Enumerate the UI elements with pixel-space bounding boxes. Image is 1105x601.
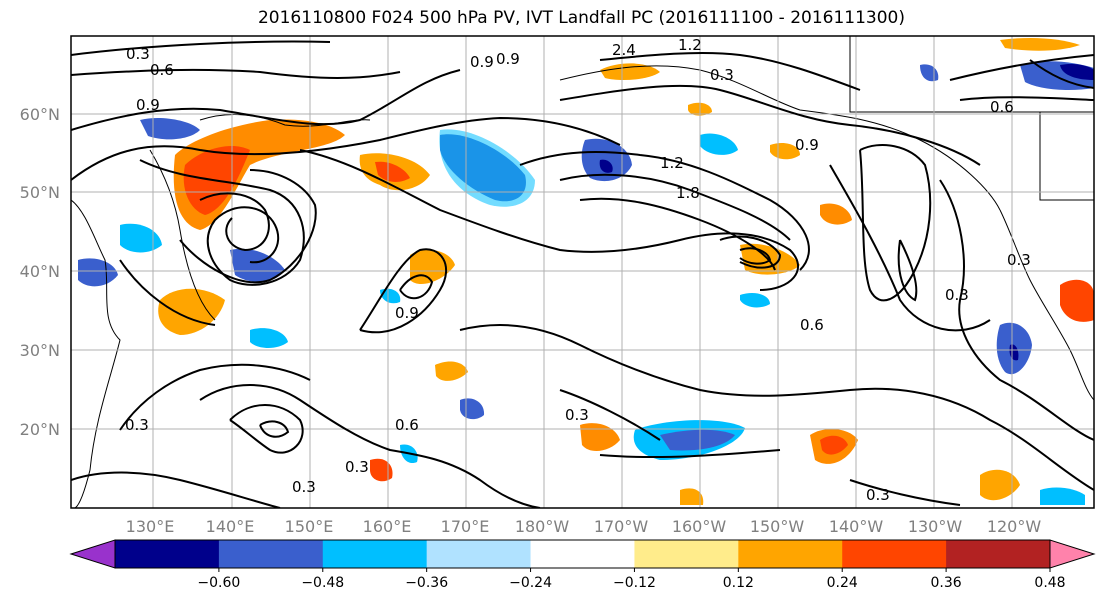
contour-label: 1.8: [676, 184, 700, 202]
colorbar-cell: [426, 540, 532, 568]
colorbar-tick-label: −0.48: [301, 575, 344, 591]
lon-label: 160°E: [363, 517, 412, 536]
contour-label: 0.9: [470, 53, 494, 71]
colorbar: −0.60 −0.48 −0.36 −0.24 −0.12 0.12 0.24 0.36 0.4…: [69, 539, 1096, 591]
colorbar-tick-label: 0.48: [1034, 575, 1065, 591]
colorbar-tick-label: 0.24: [827, 575, 858, 591]
lon-label: 150°W: [750, 517, 805, 536]
contour-label: 0.3: [292, 478, 316, 496]
lat-label: 40°N: [20, 262, 60, 281]
colorbar-cell: [322, 540, 428, 568]
coastlines: [71, 36, 1094, 508]
contour-label: 0.6: [395, 416, 419, 434]
lat-label: 30°N: [20, 341, 60, 360]
lon-label: 150°E: [285, 517, 334, 536]
colorbar-cell: [738, 540, 843, 568]
contour-label: 1.2: [660, 154, 684, 172]
contour-label: 0.6: [990, 98, 1014, 116]
contour-label: 0.3: [866, 486, 890, 504]
contour-label: 2.4: [612, 41, 636, 59]
lat-label: 20°N: [20, 420, 60, 439]
contour-label: 1.2: [678, 36, 702, 54]
map-border: [70, 35, 1095, 509]
contour-label: 0.3: [710, 66, 734, 84]
gridlines: [71, 36, 1094, 508]
latitude-labels: 60°N 50°N 40°N 30°N 20°N: [20, 105, 60, 439]
lat-label: 50°N: [20, 183, 60, 202]
lon-label: 130°E: [126, 517, 175, 536]
colorbar-tick-label: 0.36: [931, 575, 962, 591]
contour-label: 0.9: [136, 96, 160, 114]
colorbar-cell: [115, 540, 220, 568]
colorbar-cell: [842, 540, 947, 568]
contour-label: 0.3: [565, 406, 589, 424]
colorbar-cell: [530, 540, 635, 568]
contour-label: 0.6: [150, 61, 174, 79]
lon-label: 180°W: [515, 517, 570, 536]
contour-label: 0.9: [795, 136, 819, 154]
lon-label: 130°W: [908, 517, 963, 536]
contour-label: 0.3: [125, 416, 149, 434]
contour-label: 0.3: [345, 458, 369, 476]
lon-label: 120°W: [987, 517, 1042, 536]
lon-label: 170°E: [441, 517, 490, 536]
colorbar-tick-label: 0.12: [723, 575, 754, 591]
contour-label: 0.9: [496, 50, 520, 68]
contour-label: 0.3: [126, 45, 150, 63]
contour-label: 0.3: [945, 286, 969, 304]
colorbar-tick-label: −0.36: [405, 575, 448, 591]
contour-label: 0.6: [800, 316, 824, 334]
map-title: 2016110800 F024 500 hPa PV, IVT Landfall…: [257, 8, 905, 28]
contour-label: 0.9: [395, 304, 419, 322]
colorbar-tick-label: −0.12: [613, 575, 656, 591]
contour-labels: 0.3 0.6 0.9 1.2 1.8 2.4 0.3 0.9 1.2 0.9 …: [125, 36, 1031, 504]
pv-contours: [71, 40, 1094, 508]
contour-label: 0.3: [1007, 251, 1031, 269]
colorbar-extend-low: [69, 539, 116, 569]
colorbar-extend-high: [1049, 539, 1096, 569]
colorbar-tick-label: −0.24: [509, 575, 552, 591]
lon-label: 170°W: [594, 517, 649, 536]
colorbar-tick-label: −0.60: [197, 575, 240, 591]
lon-label: 140°W: [829, 517, 884, 536]
lat-label: 60°N: [20, 105, 60, 124]
lon-label: 140°E: [206, 517, 255, 536]
colorbar-cell: [634, 540, 739, 568]
colorbar-cell: [218, 540, 324, 568]
colorbar-cell: [946, 540, 1051, 568]
lon-label: 160°W: [672, 517, 727, 536]
longitude-labels: 130°E 140°E 150°E 160°E 170°E 180°W 170°…: [126, 517, 1042, 536]
